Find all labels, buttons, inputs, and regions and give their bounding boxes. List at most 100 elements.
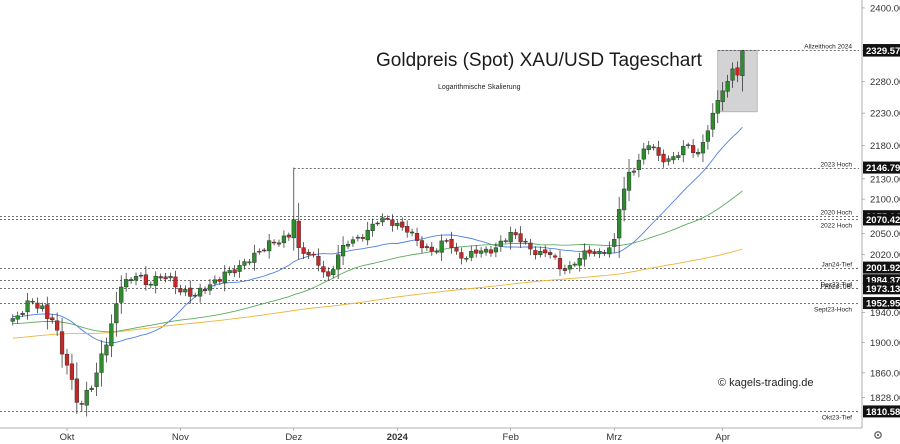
price-badge-bg bbox=[863, 297, 900, 310]
candle-body bbox=[715, 100, 720, 114]
candle bbox=[207, 278, 213, 296]
y-tick-label: 2130.00 bbox=[870, 174, 900, 185]
candle bbox=[543, 245, 548, 258]
candle bbox=[306, 249, 311, 259]
candle-body bbox=[410, 231, 415, 234]
candle bbox=[493, 242, 499, 258]
candle-body bbox=[414, 233, 420, 241]
candle-body bbox=[267, 240, 272, 252]
candle bbox=[686, 142, 691, 149]
price-badge: 2070.42 bbox=[863, 213, 900, 226]
candle-body bbox=[128, 279, 134, 282]
candle-body bbox=[552, 255, 558, 258]
candle bbox=[183, 285, 188, 297]
candle-body bbox=[69, 363, 75, 380]
candle bbox=[464, 256, 469, 263]
candle bbox=[262, 247, 267, 253]
candle bbox=[138, 272, 144, 279]
candle-body bbox=[326, 271, 331, 277]
moving-averages bbox=[12, 126, 743, 344]
moving-average-line bbox=[12, 248, 743, 339]
candle-body bbox=[661, 153, 666, 163]
candle-body bbox=[99, 353, 104, 373]
candle bbox=[557, 250, 563, 276]
gear-icon[interactable] bbox=[873, 430, 883, 440]
price-badge-bg bbox=[863, 161, 900, 174]
candle-body bbox=[730, 68, 735, 81]
candle bbox=[725, 74, 730, 98]
candle-body bbox=[262, 249, 267, 252]
candle bbox=[444, 238, 449, 244]
candle-body bbox=[419, 240, 425, 249]
candle bbox=[429, 241, 434, 256]
candle bbox=[695, 148, 701, 157]
candle-body bbox=[188, 287, 193, 297]
candle-body bbox=[548, 252, 553, 255]
candle bbox=[124, 272, 129, 292]
candle-body bbox=[592, 251, 597, 254]
candle-body bbox=[227, 270, 232, 274]
candle-body bbox=[35, 302, 40, 309]
level-label: 2020 Hoch bbox=[821, 210, 853, 217]
candle bbox=[370, 218, 375, 237]
candle bbox=[636, 153, 641, 178]
candle-body bbox=[572, 263, 577, 266]
candle bbox=[626, 158, 632, 202]
candle bbox=[434, 248, 439, 255]
candle-body bbox=[405, 226, 410, 233]
level-label: 2023 Hoch bbox=[821, 162, 853, 169]
price-badge-label: 1984.37 bbox=[866, 276, 900, 287]
candle bbox=[592, 249, 597, 257]
candle bbox=[405, 220, 410, 238]
candle bbox=[247, 258, 252, 266]
candle bbox=[602, 249, 607, 257]
candle-body bbox=[375, 222, 380, 225]
candle bbox=[498, 235, 503, 252]
price-badge-label: 1810.58 bbox=[866, 407, 900, 418]
price-badge: 2146.79 bbox=[863, 161, 900, 174]
candle-body bbox=[138, 274, 144, 277]
candle bbox=[651, 143, 656, 151]
candle bbox=[528, 238, 533, 256]
candle-body bbox=[725, 81, 730, 92]
candle-body bbox=[59, 331, 65, 355]
candle bbox=[612, 233, 617, 253]
candle-body bbox=[311, 253, 316, 256]
candle bbox=[94, 362, 99, 396]
candle bbox=[474, 245, 479, 258]
candle-body bbox=[671, 156, 676, 161]
candle-body bbox=[582, 250, 587, 260]
candle bbox=[419, 236, 425, 254]
candle-body bbox=[469, 251, 474, 258]
candle bbox=[360, 233, 365, 242]
candle-body bbox=[646, 145, 651, 150]
y-tick-label: 2050.00 bbox=[870, 229, 900, 240]
candle bbox=[385, 215, 390, 221]
candle-body bbox=[168, 275, 173, 279]
candle bbox=[340, 236, 346, 266]
candle-body bbox=[390, 219, 395, 226]
candle bbox=[50, 314, 55, 324]
candle-body bbox=[183, 289, 188, 293]
candle bbox=[286, 232, 291, 241]
candle bbox=[20, 311, 25, 318]
candle-body bbox=[385, 217, 390, 220]
candle bbox=[518, 226, 523, 248]
x-tick-label: Mrz bbox=[606, 432, 622, 443]
candle-body bbox=[158, 276, 163, 279]
candle-body bbox=[651, 146, 656, 149]
candle bbox=[257, 248, 262, 255]
candle-body bbox=[55, 320, 60, 331]
candle-body bbox=[281, 235, 287, 244]
candle bbox=[400, 217, 405, 231]
candle-body bbox=[217, 279, 222, 282]
price-badge-label: 2146.79 bbox=[866, 163, 900, 174]
candle bbox=[552, 253, 558, 260]
candle bbox=[617, 196, 622, 258]
candle-body bbox=[656, 147, 661, 156]
candle-body bbox=[508, 232, 513, 243]
candle bbox=[410, 228, 415, 237]
candle-body bbox=[25, 300, 30, 313]
candle bbox=[198, 283, 203, 303]
candle bbox=[227, 266, 232, 276]
